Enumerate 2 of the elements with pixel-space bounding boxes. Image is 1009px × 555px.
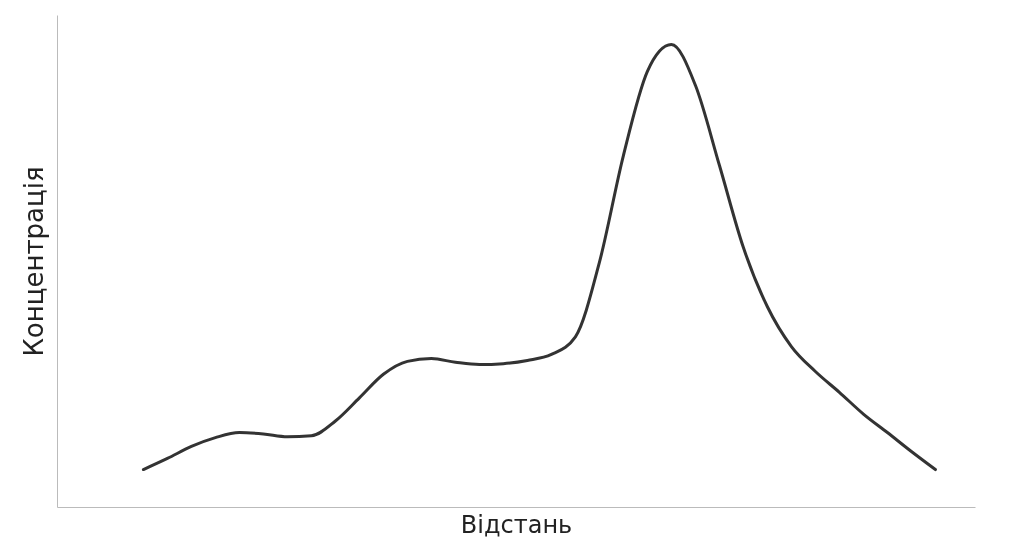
y-axis-title: Концентрація [18, 166, 49, 357]
x-axis-title: Відстань [460, 510, 573, 539]
